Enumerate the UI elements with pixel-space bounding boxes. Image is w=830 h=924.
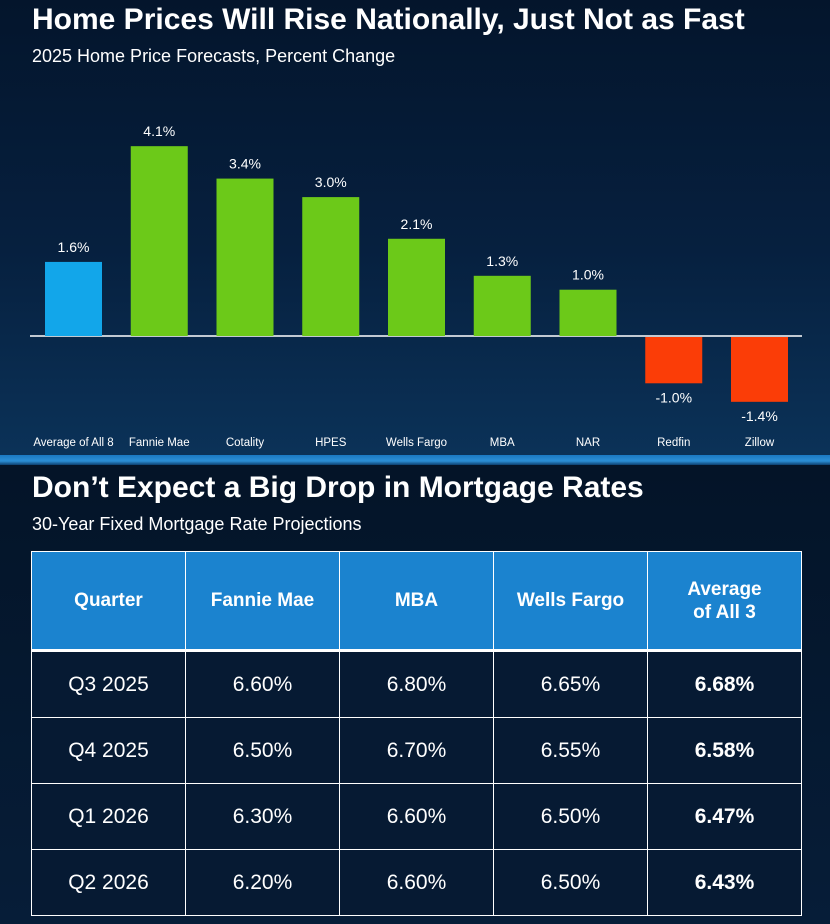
bar (473, 275, 531, 336)
header-fannie-mae: Fannie Mae (185, 551, 340, 651)
cell-wells-fargo: 6.50% (493, 783, 648, 850)
bar (45, 261, 102, 336)
rates-subtitle: 30-Year Fixed Mortgage Rate Projections (32, 514, 362, 534)
cell-fannie-mae: 6.60% (185, 650, 340, 718)
cell-average: 6.43% (647, 849, 802, 916)
category-label: Redfin (657, 437, 690, 449)
category-label: Cotality (226, 437, 265, 449)
chart-subtitle: 2025 Home Price Forecasts, Percent Chang… (32, 46, 396, 66)
cell-quarter: Q4 2025 (31, 717, 186, 784)
section-divider (0, 455, 830, 465)
data-label: 1.3% (486, 253, 518, 269)
header-quarter: Quarter (31, 551, 186, 651)
cell-fannie-mae: 6.20% (185, 849, 340, 916)
header-mba: MBA (339, 551, 494, 651)
home-price-bar-chart: 1.6% Average of All 8 4.1% Fannie Mae 3.4% Co… (30, 123, 802, 449)
table-row: Q1 2026 6.30% 6.60% 6.50% 6.47% (31, 783, 802, 850)
data-label: 3.4% (229, 156, 261, 172)
mortgage-rate-table: Quarter Fannie Mae MBA Wells Fargo Avera… (31, 551, 802, 916)
category-label: Wells Fargo (386, 437, 447, 449)
bar (130, 146, 188, 336)
rates-title: Don’t Expect a Big Drop in Mortgage Rate… (32, 471, 644, 504)
cell-wells-fargo: 6.65% (493, 650, 648, 718)
data-label: 1.6% (58, 239, 90, 255)
cell-average: 6.68% (647, 650, 802, 718)
category-label: Zillow (745, 437, 775, 449)
cell-mba: 6.60% (339, 849, 494, 916)
cell-mba: 6.70% (339, 717, 494, 784)
table-row: Q4 2025 6.50% 6.70% 6.55% 6.58% (31, 717, 802, 784)
cell-quarter: Q1 2026 (31, 783, 186, 850)
bar (216, 178, 274, 336)
table-row: Q2 2026 6.20% 6.60% 6.50% 6.43% (31, 849, 802, 916)
cell-wells-fargo: 6.55% (493, 717, 648, 784)
table-header-row: Quarter Fannie Mae MBA Wells Fargo Avera… (31, 551, 802, 651)
bar (731, 337, 788, 402)
bar (302, 197, 360, 336)
table-row: Q3 2025 6.60% 6.80% 6.65% 6.68% (31, 650, 802, 718)
data-label: -1.0% (655, 389, 692, 405)
cell-mba: 6.60% (339, 783, 494, 850)
category-label: MBA (490, 437, 515, 449)
header-average: Average of All 3 (647, 551, 802, 651)
category-label: NAR (576, 437, 600, 449)
data-label: 4.1% (143, 123, 175, 139)
bar (559, 289, 617, 336)
category-label: HPES (315, 437, 347, 449)
category-label: Average of All 8 (33, 437, 113, 449)
bar (388, 238, 445, 336)
cell-wells-fargo: 6.50% (493, 849, 648, 916)
cell-quarter: Q2 2026 (31, 849, 186, 916)
cell-fannie-mae: 6.50% (185, 717, 340, 784)
chart-title: Home Prices Will Rise Nationally, Just N… (32, 3, 745, 36)
cell-fannie-mae: 6.30% (185, 783, 340, 850)
category-label: Fannie Mae (129, 437, 190, 449)
data-label: 3.0% (315, 174, 347, 190)
bar (645, 337, 703, 384)
data-label: 1.0% (572, 267, 604, 283)
header-wells-fargo: Wells Fargo (493, 551, 648, 651)
cell-mba: 6.80% (339, 650, 494, 718)
cell-quarter: Q3 2025 (31, 650, 186, 718)
data-label: -1.4% (741, 408, 778, 424)
data-label: 2.1% (401, 216, 433, 232)
cell-average: 6.47% (647, 783, 802, 850)
cell-average: 6.58% (647, 717, 802, 784)
